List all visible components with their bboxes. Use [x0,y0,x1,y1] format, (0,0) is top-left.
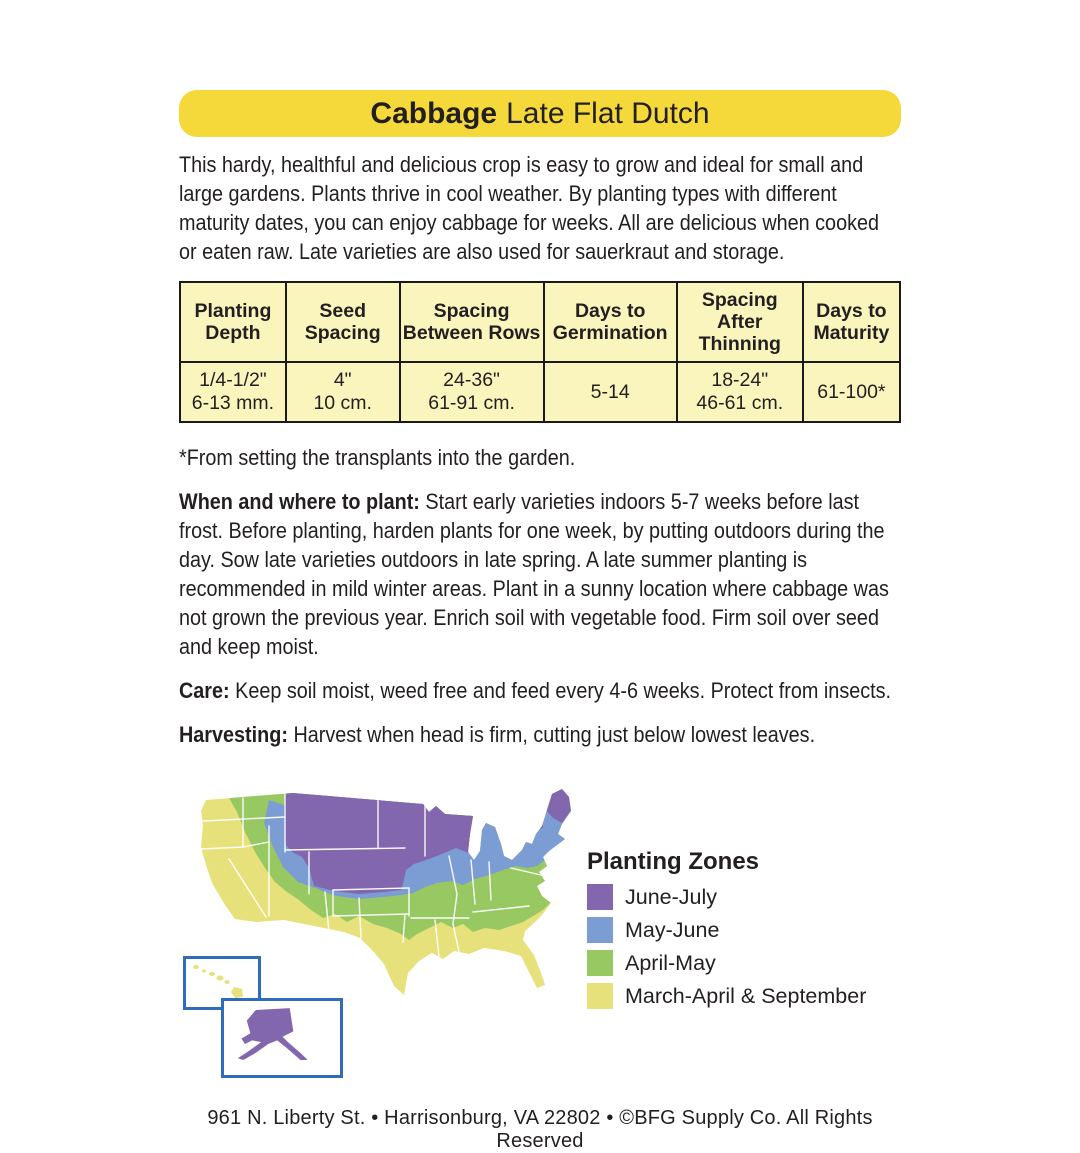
col-header-planting-depth: Planting Depth [179,281,287,363]
title-bar: Cabbage Late Flat Dutch [179,90,901,137]
col-header-spacing-between-rows: Spacing Between Rows [398,281,545,363]
col-header-days-to-germination: Days to Germination [542,281,678,363]
when-where-label: When and where to plant: [179,489,420,514]
legend-title: Planting Zones [587,848,760,875]
legend-swatch-may-june [587,917,613,943]
state-borders [201,792,546,957]
planting-zones-map-section: Planting Zones June-July May-June April-… [179,764,901,1089]
legend-item: March-April & September [587,983,866,1009]
harvesting-text: Harvest when head is firm, cutting just … [287,722,816,747]
variety-name-regular: Late Flat Dutch [506,96,710,130]
intro-paragraph: This hardy, healthful and delicious crop… [179,152,880,264]
col-header-spacing-after-thinning: Spacing After Thinning [675,281,804,363]
col-header-days-to-maturity: Days to Maturity [801,281,902,363]
col-header-seed-spacing: Seed Spacing [284,281,401,363]
legend-label: March-April & September [625,983,867,1008]
care-text: Keep soil moist, weed free and feed ever… [229,678,892,703]
harvesting-paragraph: Harvesting: Harvest when head is firm, c… [179,720,901,749]
legend-swatch-march-april-september [587,983,613,1009]
variety-name-bold: Cabbage [370,96,498,130]
when-where-paragraph: When and where to plant: Start early var… [179,487,901,661]
seed-packet-back: Cabbage Late Flat Dutch This hardy, heal… [179,0,902,1153]
publisher-address-line: 961 N. Liberty St. • Harrisonburg, VA 22… [207,1107,873,1152]
care-label: Care: [179,678,230,703]
planting-zones-legend: Planting Zones June-July May-June April-… [587,848,866,1016]
us-planting-zones-map [201,789,571,995]
legend-swatch-april-may [587,950,613,976]
care-paragraph: Care: Keep soil moist, weed free and fee… [179,676,901,705]
zone-june-july-maine [546,789,571,823]
cell-spacing-after-thinning: 18-24" 46-61 cm. [675,361,804,423]
cell-days-to-maturity: 61-100* [801,361,902,423]
legend-item: May-June [587,917,866,943]
cell-spacing-between-rows: 24-36" 61-91 cm. [398,361,545,423]
cell-planting-depth: 1/4-1/2" 6-13 mm. [179,361,287,423]
table-data-row: 1/4-1/2" 6-13 mm. 4" 10 cm. 24-36" 61-91… [179,361,902,423]
when-where-text: Start early varieties indoors 5-7 weeks … [179,489,889,659]
cell-seed-spacing: 4" 10 cm. [284,361,401,423]
alaska-inset [221,998,343,1078]
legend-item: June-July [587,884,866,910]
legend-label: April-May [625,950,716,975]
table-header-row: Planting Depth Seed Spacing Spacing Betw… [179,281,902,363]
alaska-shape [237,1008,308,1061]
legend-label: May-June [625,917,720,942]
zone-june-july-vermont [533,813,543,830]
planting-info-table: Planting Depth Seed Spacing Spacing Betw… [179,281,902,423]
legend-item: April-May [587,950,866,976]
table-footnote: *From setting the transplants into the g… [179,445,576,470]
cell-days-to-germination: 5-14 [542,361,678,423]
hawaii-islands [193,965,243,998]
legend-label: June-July [625,884,718,909]
legend-swatch-june-july [587,884,613,910]
harvesting-label: Harvesting: [179,722,288,747]
